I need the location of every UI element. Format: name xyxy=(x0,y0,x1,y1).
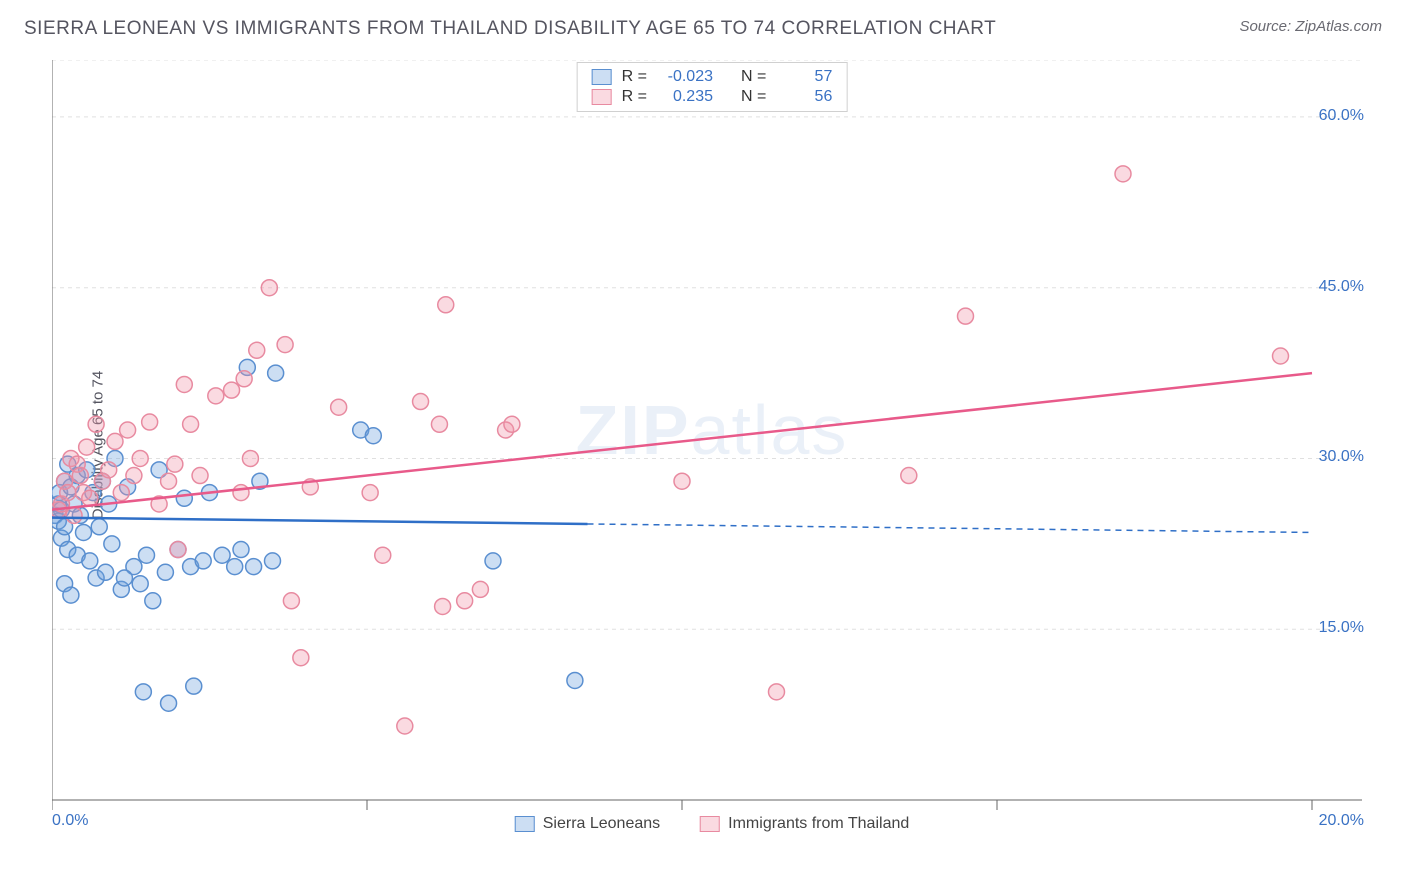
series-swatch-icon xyxy=(515,816,535,832)
x-tick-label: 20.0% xyxy=(1319,812,1364,830)
legend-label-1: Sierra Leoneans xyxy=(543,815,660,833)
y-tick-label: 30.0% xyxy=(1319,448,1364,466)
r-label: R = xyxy=(622,88,647,106)
chart-source: Source: ZipAtlas.com xyxy=(1239,18,1382,35)
x-tick-label: 0.0% xyxy=(52,812,88,830)
chart-title: SIERRA LEONEAN VS IMMIGRANTS FROM THAILA… xyxy=(24,18,996,40)
y-tick-label: 15.0% xyxy=(1319,619,1364,637)
stats-row-1: R = -0.023 N = 57 xyxy=(592,67,833,87)
stats-legend: R = -0.023 N = 57 R = 0.235 N = 56 xyxy=(577,62,848,112)
stats-row-2: R = 0.235 N = 56 xyxy=(592,87,833,107)
r-value-1: -0.023 xyxy=(657,68,713,86)
chart-header: SIERRA LEONEAN VS IMMIGRANTS FROM THAILA… xyxy=(0,0,1406,48)
series-swatch-icon xyxy=(592,89,612,105)
n-label: N = xyxy=(741,88,766,106)
bottom-legend: Sierra Leoneans Immigrants from Thailand xyxy=(515,815,910,833)
legend-label-2: Immigrants from Thailand xyxy=(728,815,909,833)
n-value-1: 57 xyxy=(776,68,832,86)
legend-item-2: Immigrants from Thailand xyxy=(700,815,909,833)
n-label: N = xyxy=(741,68,766,86)
legend-item-1: Sierra Leoneans xyxy=(515,815,660,833)
y-tick-label: 60.0% xyxy=(1319,107,1364,125)
series-swatch-icon xyxy=(700,816,720,832)
r-label: R = xyxy=(622,68,647,86)
y-tick-label: 45.0% xyxy=(1319,278,1364,296)
series-swatch-icon xyxy=(592,69,612,85)
scatter-plot xyxy=(52,60,1372,830)
r-value-2: 0.235 xyxy=(657,88,713,106)
chart-area: Disability Age 65 to 74 ZIPatlas R = -0.… xyxy=(52,60,1372,830)
n-value-2: 56 xyxy=(776,88,832,106)
